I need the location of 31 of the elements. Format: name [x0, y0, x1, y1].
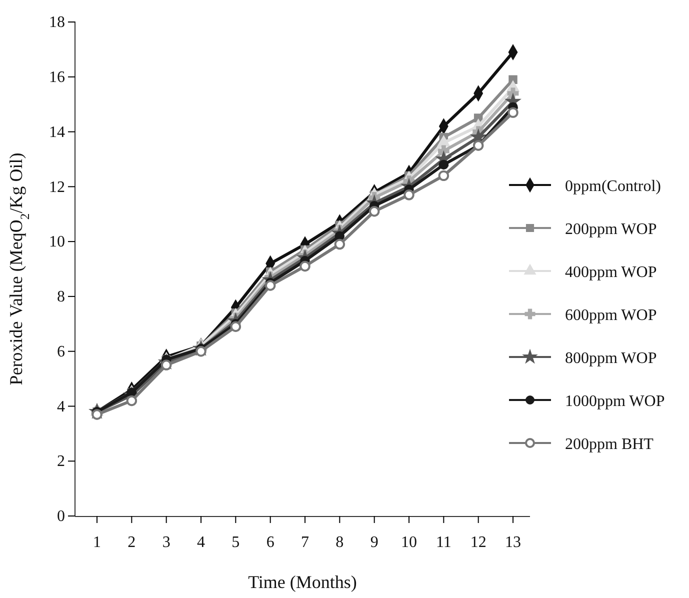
y-tick-label: 6 [57, 343, 65, 360]
y-tick-label: 10 [49, 234, 65, 251]
legend-label: 0ppm(Control) [565, 178, 661, 195]
y-tick-label: 16 [49, 69, 65, 86]
x-tick-label: 3 [162, 534, 170, 551]
legend-label: 800ppm WOP [565, 350, 657, 367]
x-tick-label: 9 [370, 534, 378, 551]
x-tick-label: 8 [336, 534, 344, 551]
legend-label: 200ppm BHT [565, 436, 654, 453]
x-tick-label: 2 [128, 534, 136, 551]
y-tick-label: 8 [57, 288, 65, 306]
x-tick-label: 6 [266, 534, 274, 551]
x-tick-label: 1 [93, 534, 101, 551]
x-tick-label: 4 [197, 534, 205, 551]
y-tick-label: 12 [49, 178, 65, 196]
y-tick-label: 0 [57, 508, 65, 526]
x-tick-label: 12 [470, 534, 486, 551]
x-tick-label: 13 [505, 534, 521, 551]
y-tick-label: 14 [49, 124, 65, 141]
x-tick-label: 5 [232, 534, 240, 551]
legend-label: 1000ppm WOP [565, 393, 665, 410]
legend-label: 400ppm WOP [565, 264, 657, 281]
x-tick-label: 7 [301, 534, 309, 551]
x-tick-label: 11 [436, 534, 452, 551]
x-axis-title: Time (Months) [248, 572, 357, 592]
legend-label: 200ppm WOP [565, 221, 657, 238]
y-tick-label: 4 [57, 398, 65, 416]
legend-label: 600ppm WOP [565, 307, 657, 324]
y-tick-label: 2 [57, 453, 65, 470]
y-tick-label: 18 [49, 14, 65, 32]
x-tick-label: 10 [401, 534, 417, 551]
